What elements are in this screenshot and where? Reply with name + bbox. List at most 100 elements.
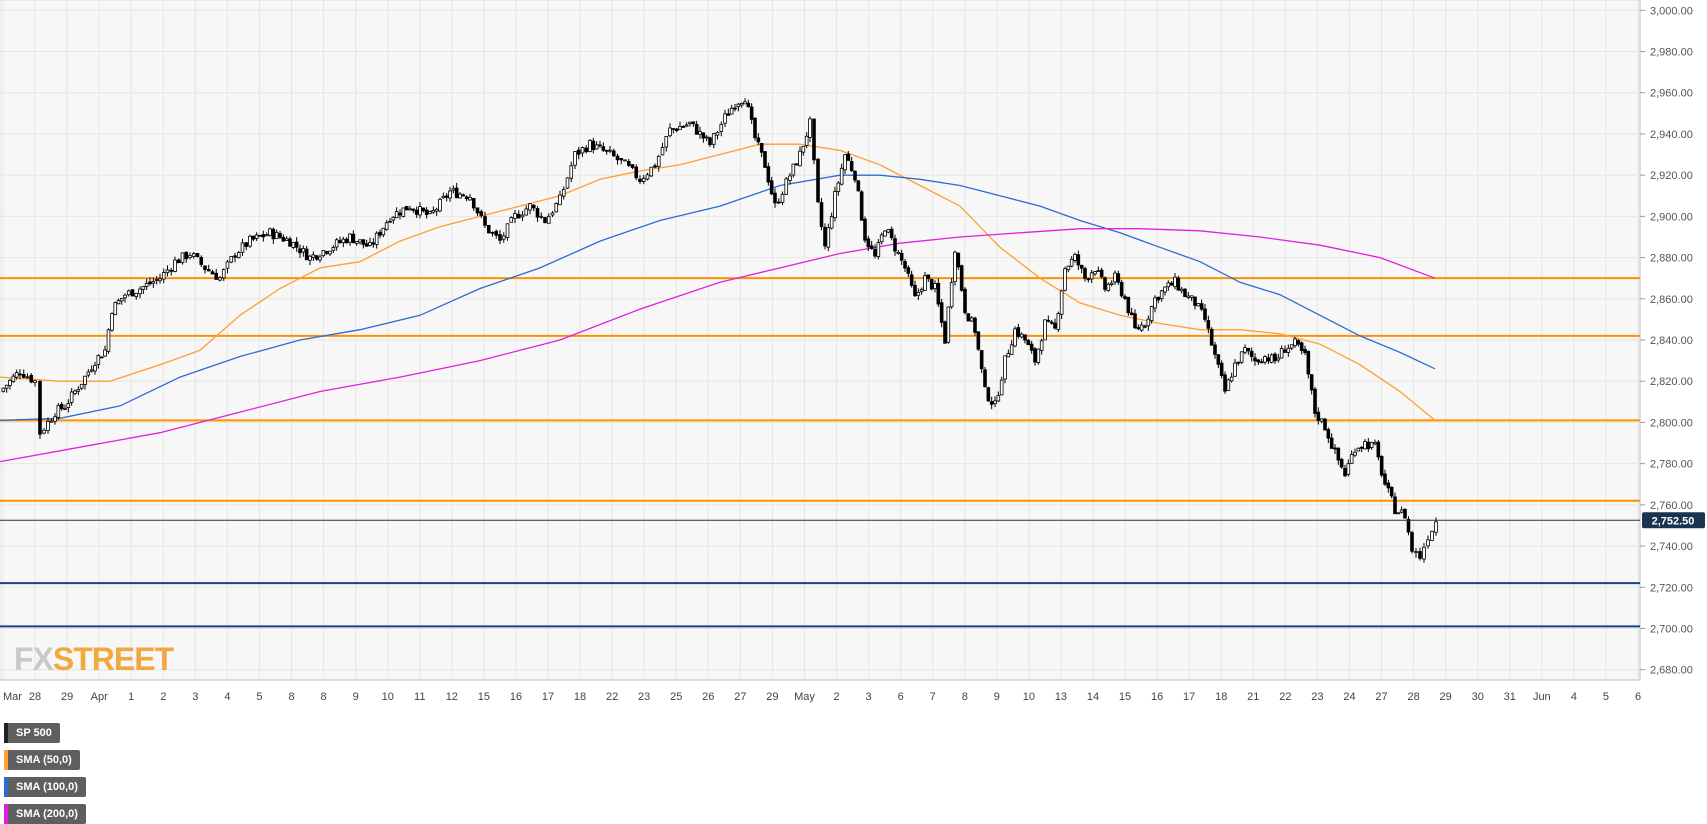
candle-up	[49, 420, 54, 423]
candle-down	[1099, 269, 1104, 278]
candle-down	[893, 238, 897, 252]
candle-up	[688, 121, 692, 124]
candle-up	[76, 389, 81, 392]
candle-up	[513, 213, 517, 219]
candle-up	[798, 150, 802, 167]
candle-up	[1396, 512, 1401, 515]
x-tick-label: 29	[766, 691, 778, 703]
y-tick-label: 2,900.00	[1650, 211, 1693, 223]
logo-street: STREET	[52, 641, 174, 677]
candle-down	[701, 132, 706, 139]
candle-down	[1366, 441, 1371, 450]
candle-up	[704, 136, 709, 139]
candle-down	[1119, 282, 1124, 297]
x-tick-label: 29	[61, 691, 73, 703]
candle-down	[1236, 361, 1241, 364]
candle-down	[414, 209, 419, 215]
candle-down	[184, 251, 189, 260]
candle-down	[601, 146, 606, 151]
candle-down	[1410, 532, 1414, 552]
candle-down	[388, 220, 392, 223]
candle-down	[1339, 458, 1344, 468]
candle-down	[1303, 348, 1307, 354]
candle-up	[660, 147, 665, 156]
candle-down	[261, 234, 266, 238]
y-tick-label: 2,860.00	[1650, 294, 1693, 306]
candle-up	[996, 395, 1001, 402]
candle-down	[281, 236, 286, 242]
x-tick-label: 31	[1504, 691, 1516, 703]
x-tick-label: 24	[1343, 691, 1355, 703]
candle-down	[1313, 388, 1317, 414]
candle-down	[411, 208, 416, 211]
candle-down	[1199, 303, 1204, 310]
candle-up	[554, 203, 559, 213]
legend-item-sp500[interactable]: SP 500	[4, 723, 60, 743]
candle-up	[1149, 306, 1154, 322]
candle-down	[1169, 282, 1174, 286]
candle-down	[1076, 254, 1081, 266]
candle-up	[1166, 282, 1171, 288]
candle-up	[188, 255, 192, 258]
candle-up	[225, 261, 230, 269]
candle-up	[505, 223, 510, 238]
candle-up	[358, 239, 362, 243]
candle-up	[441, 196, 446, 199]
candle-down	[1126, 296, 1131, 314]
candle-up	[328, 250, 332, 255]
candle-down	[278, 233, 282, 238]
candle-up	[1, 387, 6, 392]
candle-up	[1286, 347, 1291, 353]
candle-down	[1406, 518, 1411, 533]
candle-down	[936, 282, 941, 305]
x-tick-label: 29	[1440, 691, 1452, 703]
y-tick-label: 2,960.00	[1650, 88, 1693, 100]
candle-down	[681, 126, 686, 128]
candle-down	[1133, 313, 1137, 329]
candle-down	[1049, 321, 1054, 324]
candle-up	[1006, 353, 1011, 358]
x-tick-label: Jun	[1533, 691, 1551, 703]
legend-item-sma200[interactable]: SMA (200,0)	[4, 804, 86, 824]
candle-up	[839, 167, 844, 185]
candle-up	[953, 251, 957, 283]
legend-item-sma50[interactable]: SMA (50,0)	[4, 750, 80, 770]
candle-down	[1283, 349, 1287, 353]
candle-down	[989, 401, 994, 405]
x-tick-label: 8	[962, 691, 968, 703]
legend-item-sma100[interactable]: SMA (100,0)	[4, 777, 86, 797]
candle-up	[558, 194, 562, 206]
candle-down	[444, 195, 449, 198]
candle-down	[604, 149, 609, 152]
candle-up	[89, 369, 94, 372]
candle-up	[933, 283, 937, 289]
candle-up	[66, 403, 71, 408]
x-tick-label: 1	[128, 691, 134, 703]
candle-down	[1156, 296, 1161, 301]
candle-up	[565, 177, 570, 189]
candle-up	[284, 238, 289, 241]
candle-down	[206, 269, 211, 272]
candle-up	[1289, 344, 1294, 349]
candle-down	[1023, 334, 1027, 341]
candle-down	[1206, 320, 1211, 329]
y-tick-label: 2,940.00	[1650, 129, 1693, 141]
candle-down	[816, 158, 820, 203]
candle-down	[398, 212, 402, 216]
x-tick-label: 15	[1119, 691, 1131, 703]
x-tick-label: 17	[1183, 691, 1195, 703]
candle-down	[479, 211, 484, 216]
candle-down	[288, 238, 292, 247]
candle-down	[973, 317, 977, 333]
candle-up	[106, 329, 111, 352]
candle-down	[314, 255, 319, 260]
fxstreet-logo: FXSTREET	[14, 641, 174, 678]
candle-up	[1106, 283, 1111, 291]
candle-up	[126, 290, 131, 296]
candle-down	[1213, 344, 1217, 355]
x-tick-label: 3	[192, 691, 198, 703]
candle-up	[381, 227, 386, 236]
x-tick-label: 18	[1215, 691, 1227, 703]
candle-down	[819, 202, 824, 227]
